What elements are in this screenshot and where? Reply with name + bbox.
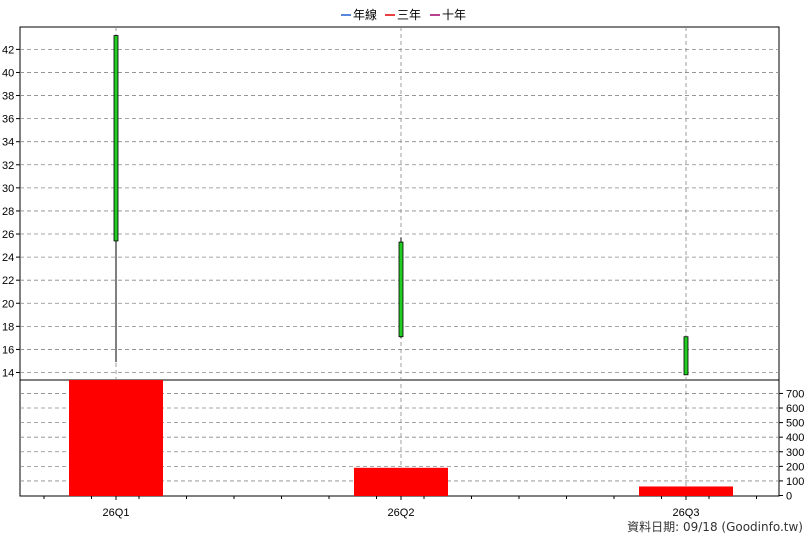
price-tick-label: 40 [2,67,14,79]
price-tick-label: 26 [2,229,14,241]
price-tick-label: 42 [2,44,14,56]
price-axis: 14 16 18 20 22 24 26 28 30 32 34 36 38 40 42 [2,44,20,380]
price-tick-label: 18 [2,321,14,333]
candle-body-26Q3 [683,336,689,376]
volume-tick-label: 200 [786,461,804,473]
volume-bar-26Q1 [69,380,163,496]
legend-label-3: 十年 [442,8,466,22]
category-tick-label: 26Q1 [103,507,130,519]
volume-bar-26Q3 [639,486,733,496]
legend-label-2: 三年 [397,8,421,22]
volume-tick-label: 500 [786,418,804,430]
legend: 年線 三年 十年 [341,7,466,22]
price-tick-label: 34 [2,137,14,149]
volume-tick-label: 0 [786,491,792,503]
volume-tick-label: 300 [786,447,804,459]
price-tick-label: 36 [2,114,14,126]
volume-tick-label: 400 [786,432,804,444]
price-tick-label: 28 [2,206,14,218]
volume-tick-label: 700 [786,388,804,400]
volume-tick-label: 100 [786,476,804,488]
category-axis: 26Q1 26Q2 26Q3 [43,496,757,519]
legend-label-1: 年線 [353,7,377,22]
volume-bars [69,380,733,496]
category-tick-label: 26Q2 [388,507,415,519]
candle-body-26Q2 [398,241,404,338]
footer-date-source: 資料日期: 09/18 (Goodinfo.tw) [627,520,803,534]
price-tick-label: 30 [2,183,14,195]
volume-axis: 0 100 200 300 400 500 600 700 [779,388,804,503]
price-tick-label: 20 [2,298,14,310]
candle-body-26Q1 [113,35,119,242]
price-tick-label: 16 [2,344,14,356]
price-tick-label: 32 [2,160,14,172]
price-tick-label: 14 [2,368,14,380]
volume-tick-label: 600 [786,403,804,415]
volume-bar-26Q2 [354,467,448,496]
price-tick-label: 24 [2,252,14,264]
price-tick-label: 22 [2,275,14,287]
price-tick-label: 38 [2,91,14,103]
category-tick-label: 26Q3 [673,507,700,519]
candles [113,35,689,376]
